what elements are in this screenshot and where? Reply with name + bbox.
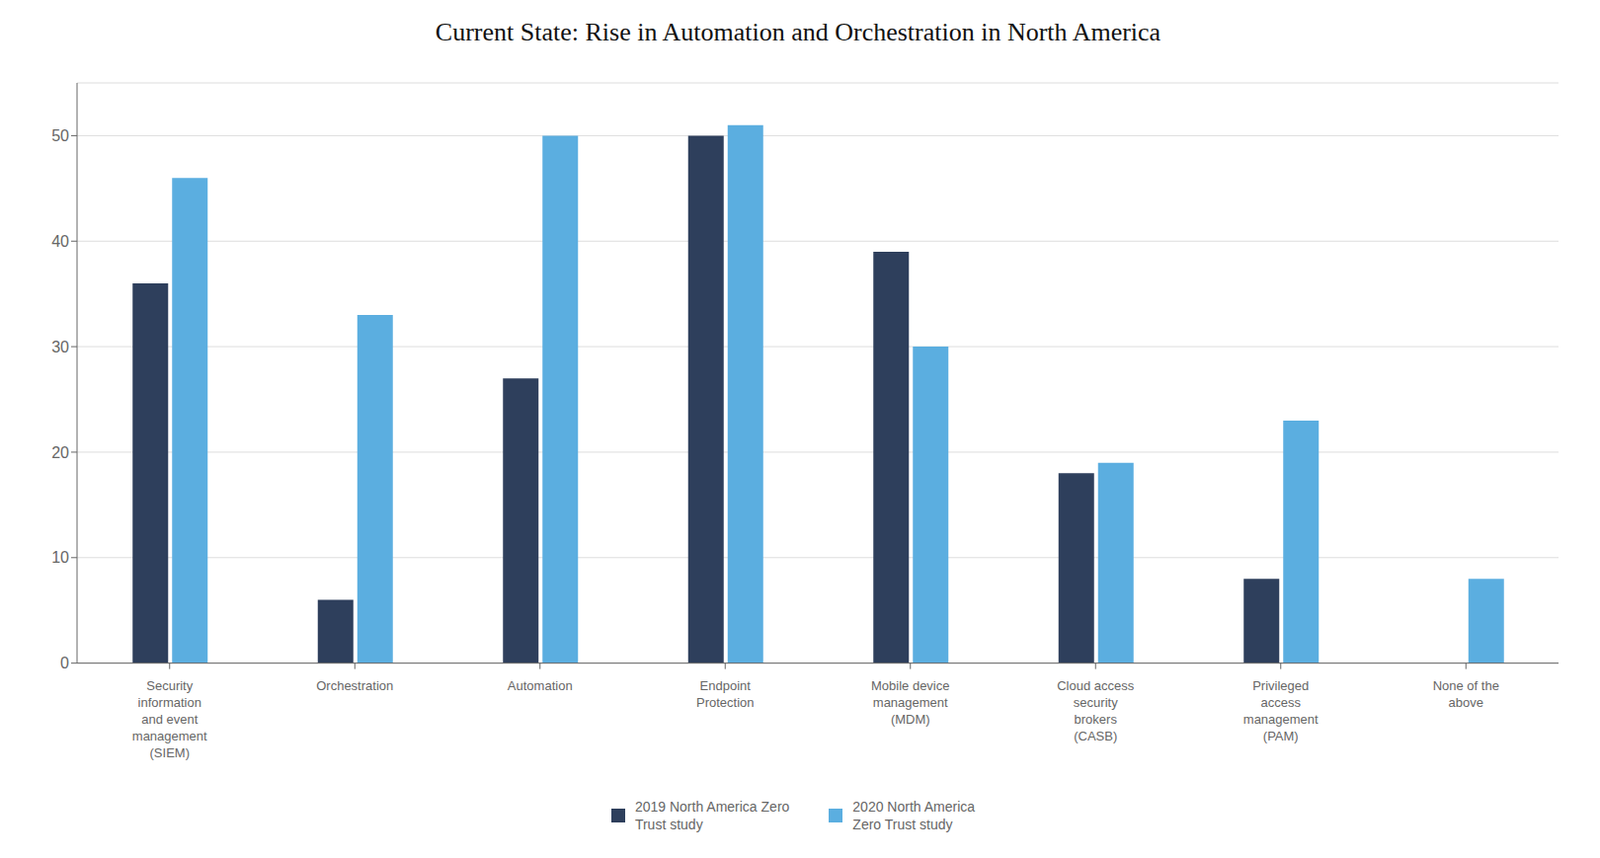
svg-text:20: 20: [51, 444, 70, 462]
html-text:Current State: Rise in Automat: Current State: Rise in Automation and Or…: [435, 17, 1161, 47]
svg-text:40: 40: [51, 233, 70, 250]
svg-text:Orchestration: Orchestration: [316, 678, 394, 694]
svg-text:None of theabove: None of theabove: [1433, 678, 1500, 711]
html-text:2019 North America Zero Trust: 2019 North America Zero Trust study: [634, 798, 790, 833]
svg-text:EndpointProtection: EndpointProtection: [696, 678, 755, 711]
svg-text:Automation: Automation: [507, 678, 573, 694]
svg-text:10: 10: [51, 549, 70, 566]
svg-text:Mobile devicemanagement(MDM): Mobile devicemanagement(MDM): [871, 678, 951, 727]
svg-text:50: 50: [51, 127, 70, 145]
html-text:2020 North America Zero Trust: 2020 North America Zero Trust study: [852, 798, 975, 833]
svg-text:Privilegedaccessmanagement(PAM: Privilegedaccessmanagement(PAM): [1243, 678, 1319, 744]
svg-text:30: 30: [51, 338, 70, 356]
svg-text:Securityinformationand eventma: Securityinformationand eventmanagement(S…: [132, 678, 208, 761]
svg-text:Cloud accesssecuritybrokers(CA: Cloud accesssecuritybrokers(CASB): [1056, 678, 1135, 744]
svg-text:0: 0: [60, 654, 70, 672]
